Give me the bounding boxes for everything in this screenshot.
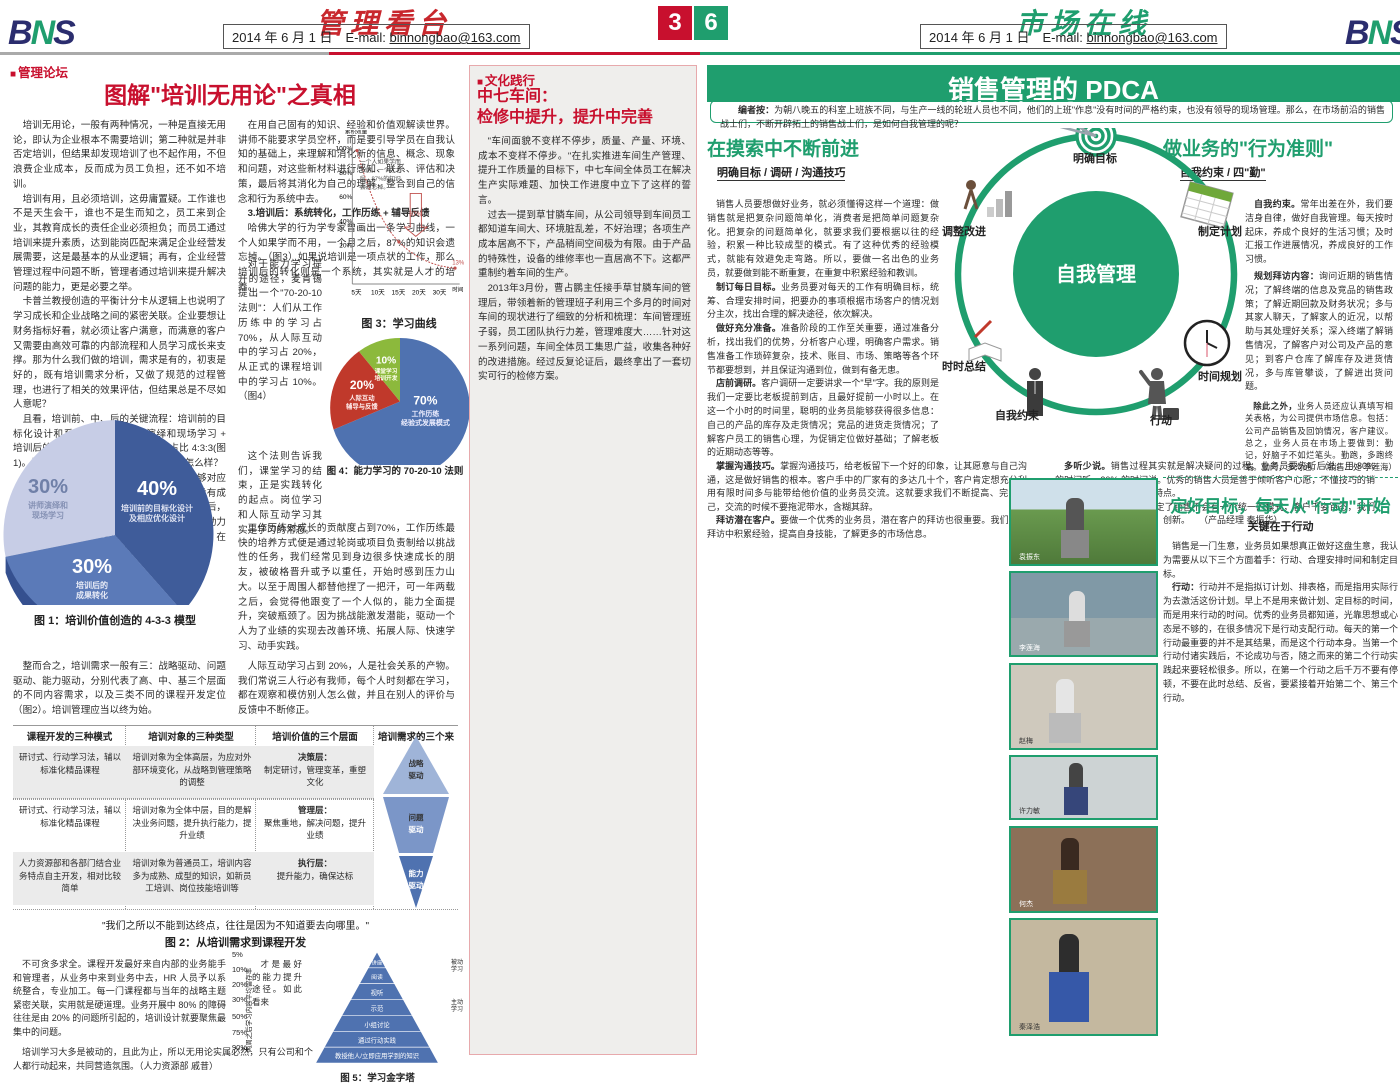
svg-text:讲座: 讲座	[372, 959, 383, 967]
svg-text:80%: 80%	[339, 170, 352, 177]
svg-text:教授他人/立即应用学到的知识: 教授他人/立即应用学到的知识	[335, 1051, 419, 1060]
svg-text:30天: 30天	[433, 288, 447, 296]
svg-text:10%: 10%	[376, 355, 396, 366]
svg-text:会遗忘掉。: 会遗忘掉。	[360, 183, 389, 191]
svg-text:问题: 问题	[409, 812, 424, 822]
svg-text:20天: 20天	[412, 288, 426, 296]
svg-text:培训前的目标化设计: 培训前的目标化设计	[121, 503, 193, 513]
svg-text:13%: 13%	[452, 260, 465, 266]
svg-text:及相应优化设计: 及相应优化设计	[129, 513, 185, 523]
svg-text:30%: 30%	[72, 556, 112, 578]
svg-text:20%: 20%	[339, 243, 352, 250]
svg-text:100%: 100%	[336, 146, 353, 153]
svg-text:示范: 示范	[371, 1003, 384, 1012]
svg-text:培训后的: 培训后的	[76, 580, 108, 590]
svg-text:能力: 能力	[409, 868, 424, 878]
svg-text:一个人如果学而: 一个人如果学而	[360, 158, 401, 166]
svg-text:通过行动实践: 通过行动实践	[358, 1036, 397, 1045]
svg-text:不用，一个月之: 不用，一个月之	[360, 166, 401, 174]
svg-text:60%: 60%	[339, 194, 352, 201]
svg-text:30%: 30%	[28, 476, 68, 498]
svg-text:20%: 20%	[350, 378, 374, 392]
svg-text:现场学习: 现场学习	[32, 510, 64, 520]
svg-text:时间: 时间	[452, 285, 464, 293]
svg-text:15天: 15天	[392, 288, 406, 296]
svg-text:70%: 70%	[413, 394, 437, 408]
svg-text:驱动: 驱动	[409, 770, 424, 780]
svg-text:87%: 87%	[409, 211, 422, 218]
svg-text:40%: 40%	[339, 218, 352, 225]
svg-text:40%: 40%	[137, 478, 177, 500]
svg-text:小组讨论: 小组讨论	[364, 1020, 390, 1029]
svg-text:10天: 10天	[371, 288, 385, 296]
svg-text:累积效量: 累积效量	[345, 130, 368, 136]
svg-text:驱动: 驱动	[409, 824, 424, 834]
svg-text:战略: 战略	[409, 758, 424, 768]
svg-text:驱动: 驱动	[409, 880, 424, 890]
svg-text:后，87%的知识: 后，87%的知识	[360, 174, 401, 182]
svg-text:成果转化: 成果转化	[76, 590, 108, 600]
svg-text:自我管理: 自我管理	[1056, 262, 1136, 286]
svg-text:讲师演绎和: 讲师演绎和	[28, 500, 68, 510]
svg-text:视听: 视听	[371, 988, 384, 997]
svg-text:5天: 5天	[351, 288, 362, 296]
svg-text:阅读: 阅读	[371, 973, 383, 981]
